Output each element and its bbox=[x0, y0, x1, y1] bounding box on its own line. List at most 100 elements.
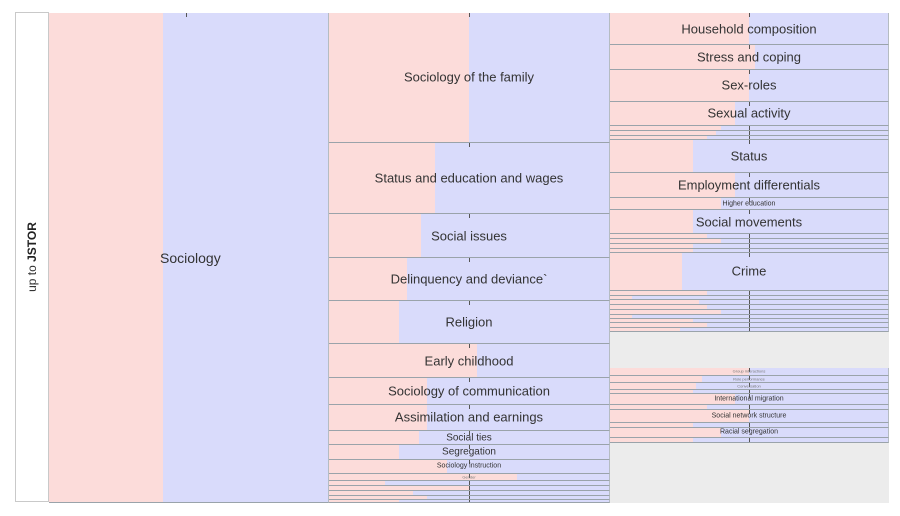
tree-node[interactable] bbox=[610, 296, 889, 301]
tree-node[interactable] bbox=[610, 318, 889, 324]
tree-node[interactable] bbox=[610, 291, 889, 297]
tree-node[interactable]: Racial segregation bbox=[610, 427, 889, 438]
root-label-prefix: up to bbox=[25, 265, 39, 292]
tree-node[interactable] bbox=[610, 243, 889, 249]
share-bar bbox=[610, 234, 708, 239]
share-bar bbox=[610, 323, 708, 328]
tick-mark bbox=[185, 13, 187, 17]
tree-node[interactable]: Social ties bbox=[329, 430, 610, 446]
tree-node[interactable] bbox=[610, 323, 889, 329]
tick-mark bbox=[749, 252, 750, 257]
node-label: Assimilation and earnings bbox=[394, 409, 544, 425]
tree-node[interactable]: Religion bbox=[329, 300, 610, 344]
node-label: International migration bbox=[714, 395, 784, 403]
node-label: Sex-roles bbox=[721, 77, 777, 93]
node-label: Gender bbox=[462, 474, 476, 480]
tree-node[interactable] bbox=[610, 328, 889, 333]
tree-node[interactable] bbox=[610, 300, 889, 305]
tree-node[interactable]: Delinquency and deviance` bbox=[329, 258, 610, 301]
tree-node[interactable]: Role performance bbox=[610, 375, 889, 384]
tree-node[interactable] bbox=[610, 437, 889, 444]
tree-node[interactable]: Sociology bbox=[49, 13, 329, 503]
tree-node[interactable]: International migration bbox=[610, 394, 889, 405]
tree-node[interactable] bbox=[329, 491, 610, 496]
share-bar bbox=[610, 291, 708, 296]
tick-mark bbox=[749, 248, 750, 252]
tree-node[interactable]: Stress and coping bbox=[610, 45, 889, 70]
share-bar bbox=[610, 45, 755, 69]
share-bar bbox=[610, 404, 708, 409]
tree-node[interactable]: Gender bbox=[329, 473, 610, 481]
tree-node[interactable] bbox=[329, 486, 610, 492]
node-label: Religion bbox=[445, 314, 493, 330]
root-node-label[interactable]: up to JSTOR bbox=[15, 12, 49, 502]
share-bar bbox=[329, 214, 422, 257]
tick-mark bbox=[749, 404, 750, 409]
share-bar bbox=[610, 409, 749, 423]
tick-mark bbox=[749, 423, 750, 427]
tree-node[interactable]: Sociology of the family bbox=[329, 13, 610, 143]
node-label: Crime bbox=[731, 263, 767, 279]
share-bar bbox=[610, 252, 683, 291]
tree-node[interactable] bbox=[610, 404, 889, 410]
share-bar bbox=[329, 445, 399, 460]
tree-node[interactable]: Sex-roles bbox=[610, 69, 889, 102]
tree-node[interactable]: Sociology instruction bbox=[329, 460, 610, 474]
share-bar bbox=[329, 495, 427, 499]
tree-node[interactable] bbox=[610, 390, 889, 395]
share-bar bbox=[610, 375, 702, 383]
node-label: Sociology instruction bbox=[436, 462, 502, 470]
tree-node[interactable]: Sociology of communication bbox=[329, 378, 610, 405]
tree-node[interactable]: Social movements bbox=[610, 210, 889, 235]
tree-node[interactable] bbox=[610, 234, 889, 240]
node-label: Household composition bbox=[681, 21, 817, 37]
tree-node[interactable] bbox=[610, 136, 889, 141]
share-bar bbox=[610, 243, 694, 248]
tick-mark bbox=[749, 101, 750, 106]
tree-node[interactable] bbox=[610, 309, 889, 315]
tree-node[interactable]: Social issues bbox=[329, 214, 610, 258]
tree-node[interactable] bbox=[610, 248, 889, 253]
tick-mark bbox=[749, 198, 750, 203]
tree-node[interactable] bbox=[329, 495, 610, 500]
node-label: Group interactions bbox=[732, 368, 766, 374]
tree-node[interactable]: Status bbox=[610, 140, 889, 174]
tree-node[interactable] bbox=[329, 481, 610, 487]
share-bar bbox=[610, 394, 736, 404]
share-bar bbox=[610, 309, 722, 314]
tree-node[interactable] bbox=[610, 304, 889, 310]
tick-mark bbox=[749, 409, 750, 414]
empty-region bbox=[610, 332, 889, 368]
node-label: Stress and coping bbox=[696, 49, 802, 65]
share-bar bbox=[610, 239, 722, 243]
tree-node[interactable]: Status and education and wages bbox=[329, 142, 610, 215]
tree-node[interactable]: Segregation bbox=[329, 445, 610, 461]
tree-node[interactable] bbox=[610, 314, 889, 319]
tree-node[interactable] bbox=[610, 239, 889, 244]
tree-node[interactable]: Employment differentials bbox=[610, 173, 889, 199]
share-bar bbox=[610, 248, 694, 252]
tree-node[interactable] bbox=[610, 423, 889, 428]
tree-node[interactable]: Conversation bbox=[610, 383, 889, 391]
share-bar bbox=[610, 136, 708, 140]
share-bar bbox=[49, 13, 164, 502]
tree-node[interactable]: Sexual activity bbox=[610, 101, 889, 126]
tree-node[interactable]: Assimilation and earnings bbox=[329, 404, 610, 431]
tree-node[interactable] bbox=[610, 125, 889, 131]
tree-node[interactable]: Group interactions bbox=[610, 367, 889, 376]
tree-node[interactable]: Household composition bbox=[610, 13, 889, 46]
tree-node[interactable]: Higher education bbox=[610, 198, 889, 211]
tree-node[interactable]: Social network structure bbox=[610, 409, 889, 424]
tick-mark bbox=[749, 394, 750, 399]
tree-node[interactable] bbox=[610, 130, 889, 136]
share-bar bbox=[329, 491, 413, 495]
share-bar bbox=[329, 499, 399, 502]
tree-node[interactable] bbox=[329, 499, 610, 503]
share-bar bbox=[329, 258, 408, 300]
tree-node[interactable]: Crime bbox=[610, 252, 889, 292]
tick-mark bbox=[469, 13, 470, 17]
tick-mark bbox=[749, 296, 750, 300]
tree-node[interactable]: Early childhood bbox=[329, 343, 610, 379]
tick-mark bbox=[749, 300, 750, 304]
tick-mark bbox=[469, 378, 470, 383]
